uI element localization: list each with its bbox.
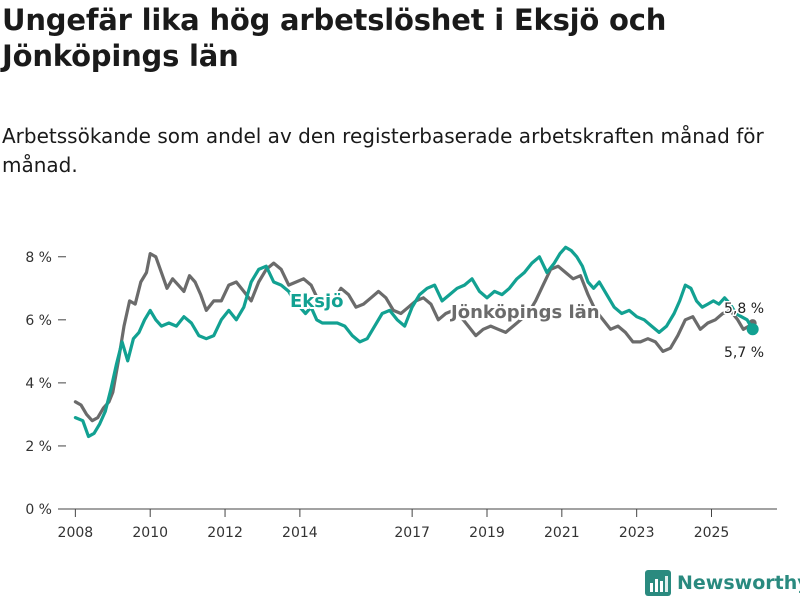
brand-name: Newsworthy (677, 572, 800, 594)
x-tick-label: 2014 (282, 525, 318, 541)
x-tick-label: 2025 (694, 525, 730, 541)
y-tick-label: 0 % (25, 502, 52, 518)
x-tick-label: 2008 (58, 525, 94, 541)
newsworthy-icon (645, 570, 671, 596)
y-tick-label: 8 % (25, 250, 52, 266)
chart-subtitle: Arbetssökande som andel av den registerb… (2, 124, 764, 177)
y-tick-label: 4 % (25, 376, 52, 392)
series-labels: Eksjö Jönköpings län 5,8 % 5,7 % (288, 289, 766, 363)
x-tick-label: 2010 (132, 525, 168, 541)
end-marker-eksjo (746, 323, 759, 336)
series-line-eksjo (73, 245, 755, 439)
series-label-eksjo: Eksjö (290, 291, 344, 312)
x-tick-label: 2019 (469, 525, 505, 541)
series-label-jonkopings-lan: Jönköpings län (449, 302, 600, 323)
series-line-jonkopings-lan (73, 252, 755, 423)
end-value-jonkopings-lan: 5,8 % (724, 301, 764, 317)
x-axis: 2008 2010 2012 2014 2017 2019 2021 2023 2025 (58, 508, 777, 541)
y-tick-label: 2 % (25, 439, 52, 455)
newsworthy-logo: Newsworthy (645, 568, 800, 598)
series-eksjo (73, 245, 759, 439)
chart-title: Ungefär lika hög arbetslöshet i Eksjö oc… (2, 3, 667, 73)
x-tick-label: 2017 (394, 525, 430, 541)
y-tick-label: 6 % (25, 313, 52, 329)
end-value-eksjo: 5,7 % (724, 345, 764, 361)
y-axis: 0 % 2 % 4 % 6 % 8 % (25, 250, 66, 518)
x-tick-label: 2012 (207, 525, 243, 541)
series-jonkopings-lan (73, 252, 757, 423)
x-tick-label: 2023 (619, 525, 655, 541)
x-tick-label: 2021 (544, 525, 580, 541)
